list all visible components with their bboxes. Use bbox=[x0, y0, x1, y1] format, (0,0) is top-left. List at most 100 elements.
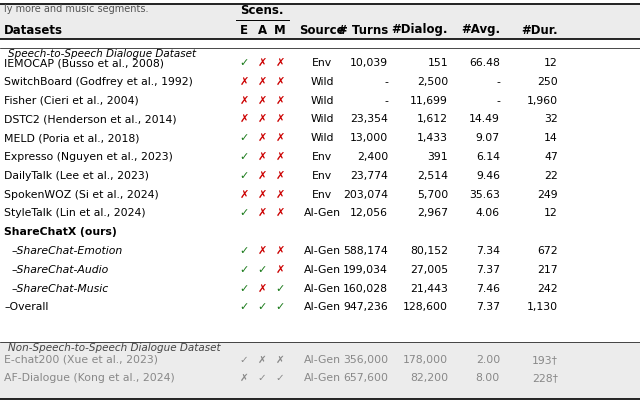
Text: 1,130: 1,130 bbox=[527, 302, 558, 312]
Text: Wild: Wild bbox=[310, 114, 333, 124]
Text: ✗: ✗ bbox=[275, 95, 285, 105]
Text: 391: 391 bbox=[428, 152, 448, 162]
Text: ✗: ✗ bbox=[275, 189, 285, 199]
Text: ✗: ✗ bbox=[257, 245, 267, 255]
Text: ✗: ✗ bbox=[239, 77, 249, 87]
Text: StyleTalk (Lin et al., 2024): StyleTalk (Lin et al., 2024) bbox=[4, 208, 146, 218]
Text: 228†: 228† bbox=[532, 372, 558, 382]
Text: Wild: Wild bbox=[310, 133, 333, 143]
Text: 21,443: 21,443 bbox=[410, 283, 448, 293]
Text: M: M bbox=[274, 23, 286, 36]
Text: ✓: ✓ bbox=[239, 302, 249, 312]
Text: ✗: ✗ bbox=[275, 245, 285, 255]
Text: ✓: ✓ bbox=[239, 133, 249, 143]
Text: ✗: ✗ bbox=[257, 208, 267, 218]
Text: 80,152: 80,152 bbox=[410, 245, 448, 255]
Text: ✗: ✗ bbox=[239, 372, 248, 382]
Text: #Dur.: #Dur. bbox=[522, 23, 558, 36]
Text: ✗: ✗ bbox=[239, 95, 249, 105]
Text: #Dialog.: #Dialog. bbox=[392, 23, 448, 36]
Text: 6.14: 6.14 bbox=[476, 152, 500, 162]
Text: ✗: ✗ bbox=[239, 189, 249, 199]
Text: ✓: ✓ bbox=[239, 283, 249, 293]
Text: Non-Speech-to-Speech Dialogue Dataset: Non-Speech-to-Speech Dialogue Dataset bbox=[8, 342, 221, 352]
Text: ShareChatX (ours): ShareChatX (ours) bbox=[4, 227, 116, 237]
Text: ✓: ✓ bbox=[239, 152, 249, 162]
Text: 66.48: 66.48 bbox=[469, 58, 500, 68]
Text: 242: 242 bbox=[538, 283, 558, 293]
Text: Env: Env bbox=[312, 170, 332, 180]
Text: 12: 12 bbox=[544, 58, 558, 68]
Text: ✓: ✓ bbox=[239, 245, 249, 255]
Text: # Turns: # Turns bbox=[338, 23, 388, 36]
Text: 203,074: 203,074 bbox=[343, 189, 388, 199]
Text: 7.37: 7.37 bbox=[476, 264, 500, 274]
Text: ✓: ✓ bbox=[258, 372, 266, 382]
Text: -: - bbox=[496, 77, 500, 87]
Text: 1,433: 1,433 bbox=[417, 133, 448, 143]
Text: MELD (Poria et al., 2018): MELD (Poria et al., 2018) bbox=[4, 133, 140, 143]
Text: AF-Dialogue (Kong et al., 2024): AF-Dialogue (Kong et al., 2024) bbox=[4, 372, 175, 382]
Text: -: - bbox=[496, 95, 500, 105]
Text: ✓: ✓ bbox=[276, 372, 284, 382]
Text: 11,699: 11,699 bbox=[410, 95, 448, 105]
Text: 178,000: 178,000 bbox=[403, 354, 448, 364]
Text: 47: 47 bbox=[544, 152, 558, 162]
Text: ✓: ✓ bbox=[275, 283, 285, 293]
Text: 2,514: 2,514 bbox=[417, 170, 448, 180]
Text: ✗: ✗ bbox=[257, 283, 267, 293]
Text: ✗: ✗ bbox=[257, 189, 267, 199]
Text: 250: 250 bbox=[537, 77, 558, 87]
Text: ✗: ✗ bbox=[257, 114, 267, 124]
Text: -: - bbox=[384, 77, 388, 87]
Text: 22: 22 bbox=[544, 170, 558, 180]
Text: ✗: ✗ bbox=[258, 354, 266, 364]
Text: ✗: ✗ bbox=[257, 58, 267, 68]
Bar bbox=[0, 4, 640, 40]
Text: 672: 672 bbox=[538, 245, 558, 255]
Text: ✗: ✗ bbox=[275, 133, 285, 143]
Text: 657,600: 657,600 bbox=[343, 372, 388, 382]
Text: 2,400: 2,400 bbox=[356, 152, 388, 162]
Text: 249: 249 bbox=[538, 189, 558, 199]
Text: ✗: ✗ bbox=[257, 152, 267, 162]
Text: ✓: ✓ bbox=[257, 264, 267, 274]
Text: AI-Gen: AI-Gen bbox=[303, 302, 340, 312]
Text: 588,174: 588,174 bbox=[343, 245, 388, 255]
Text: ✓: ✓ bbox=[239, 58, 249, 68]
Text: Datasets: Datasets bbox=[4, 23, 63, 36]
Text: 151: 151 bbox=[428, 58, 448, 68]
Text: 23,354: 23,354 bbox=[350, 114, 388, 124]
Text: SpokenWOZ (Si et al., 2024): SpokenWOZ (Si et al., 2024) bbox=[4, 189, 159, 199]
Text: 27,005: 27,005 bbox=[410, 264, 448, 274]
Text: Env: Env bbox=[312, 58, 332, 68]
Text: –Overall: –Overall bbox=[4, 302, 49, 312]
Text: 9.07: 9.07 bbox=[476, 133, 500, 143]
Text: Expresso (Nguyen et al., 2023): Expresso (Nguyen et al., 2023) bbox=[4, 152, 173, 162]
Text: DSTC2 (Henderson et al., 2014): DSTC2 (Henderson et al., 2014) bbox=[4, 114, 177, 124]
Text: ✗: ✗ bbox=[275, 170, 285, 180]
Text: 7.46: 7.46 bbox=[476, 283, 500, 293]
Text: 217: 217 bbox=[538, 264, 558, 274]
Text: AI-Gen: AI-Gen bbox=[303, 245, 340, 255]
Text: 7.34: 7.34 bbox=[476, 245, 500, 255]
Text: ✗: ✗ bbox=[239, 114, 249, 124]
Text: ✗: ✗ bbox=[257, 133, 267, 143]
Text: 14.49: 14.49 bbox=[469, 114, 500, 124]
Text: 23,774: 23,774 bbox=[350, 170, 388, 180]
Text: ✓: ✓ bbox=[239, 208, 249, 218]
Text: 12,056: 12,056 bbox=[350, 208, 388, 218]
Text: AI-Gen: AI-Gen bbox=[303, 264, 340, 274]
Text: ✓: ✓ bbox=[257, 302, 267, 312]
Text: 8.00: 8.00 bbox=[476, 372, 500, 382]
Text: #Avg.: #Avg. bbox=[461, 23, 500, 36]
Text: Source: Source bbox=[299, 23, 345, 36]
Text: 199,034: 199,034 bbox=[343, 264, 388, 274]
Text: 35.63: 35.63 bbox=[469, 189, 500, 199]
Text: AI-Gen: AI-Gen bbox=[303, 354, 340, 364]
Text: E: E bbox=[240, 23, 248, 36]
Text: ✗: ✗ bbox=[275, 152, 285, 162]
Text: 2,500: 2,500 bbox=[417, 77, 448, 87]
Text: E-chat200 (Xue et al., 2023): E-chat200 (Xue et al., 2023) bbox=[4, 354, 158, 364]
Text: Wild: Wild bbox=[310, 77, 333, 87]
